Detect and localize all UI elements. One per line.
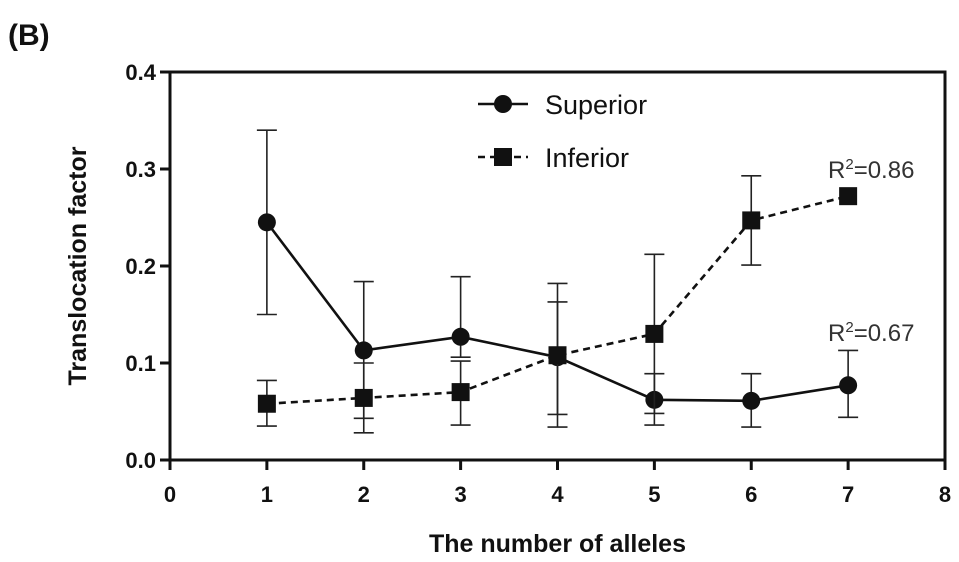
x-tick-label: 0: [164, 482, 176, 507]
data-point: [742, 391, 761, 410]
panel-label: (B): [8, 19, 50, 52]
data-point: [451, 383, 470, 402]
data-point: [257, 213, 276, 232]
y-tick-label: 0.4: [125, 60, 156, 85]
legend-marker: [494, 95, 512, 113]
r-squared-superior: R2=0.67: [828, 319, 914, 347]
legend-item-superior: Superior: [478, 90, 647, 120]
data-point: [839, 376, 858, 395]
data-point: [742, 211, 761, 230]
y-axis-title: Translocation factor: [64, 146, 92, 385]
y-tick-label: 0.0: [125, 448, 156, 473]
data-point: [257, 394, 276, 413]
x-tick-label: 7: [842, 482, 854, 507]
data-point: [645, 324, 664, 343]
data-point: [354, 341, 373, 360]
r-squared-value: =0.86: [854, 157, 915, 184]
r-squared-prefix: R: [828, 157, 845, 184]
data-point: [839, 187, 858, 206]
y-tick-label: 0.3: [125, 157, 156, 182]
legend-marker: [494, 148, 512, 166]
legend-label: Inferior: [545, 143, 629, 173]
legend: Superior Inferior: [478, 90, 647, 173]
r-squared-superscript: 2: [845, 156, 853, 173]
series-inferior: [256, 174, 858, 434]
series-layer: [256, 129, 859, 434]
legend-label: Superior: [545, 90, 647, 120]
y-tick-label: 0.1: [125, 351, 156, 376]
axes: 0 1 2 3 4 5 6 7 8 0.0 0.1 0.2 0.3 0.4 The number of al…: [64, 60, 951, 558]
data-point: [451, 327, 470, 346]
x-tick-label: 4: [551, 482, 564, 507]
x-tick-label: 8: [939, 482, 951, 507]
x-tick-label: 1: [261, 482, 273, 507]
x-tick-label: 3: [455, 482, 467, 507]
x-tick-label: 2: [358, 482, 370, 507]
r-squared-superscript: 2: [845, 319, 853, 336]
r-squared-value: =0.67: [854, 320, 915, 347]
r-squared-prefix: R: [828, 320, 845, 347]
y-tick-label: 0.2: [125, 254, 156, 279]
legend-item-inferior: Inferior: [478, 143, 629, 173]
data-point: [548, 346, 567, 365]
r-squared-inferior: R2=0.86: [828, 156, 914, 184]
x-tick-label: 5: [648, 482, 660, 507]
x-tick-label: 6: [745, 482, 757, 507]
x-axis-title: The number of alleles: [429, 530, 686, 558]
data-point: [354, 388, 373, 407]
